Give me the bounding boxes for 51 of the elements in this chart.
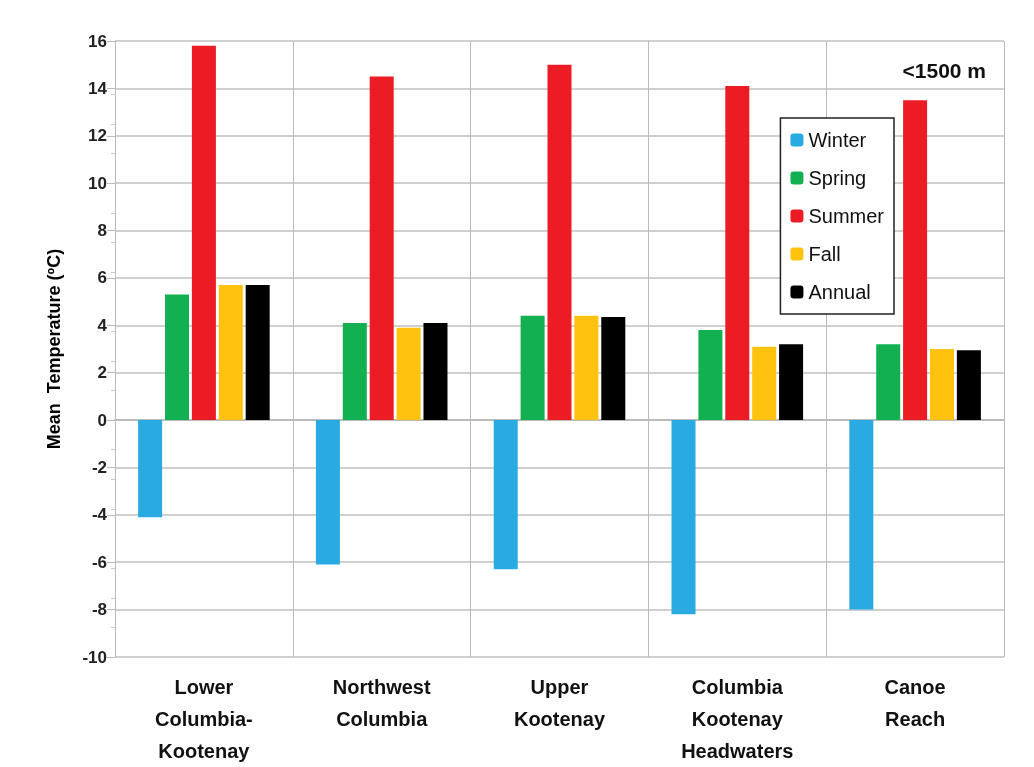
bar <box>876 344 901 421</box>
bar <box>956 350 981 421</box>
bar <box>671 420 696 615</box>
bar <box>725 86 750 421</box>
bar <box>138 420 163 518</box>
bar <box>493 420 518 570</box>
y-tick-label: 6 <box>97 268 107 288</box>
bar <box>698 330 723 421</box>
bar <box>396 327 421 421</box>
y-tick-label: 10 <box>88 173 107 193</box>
bar <box>342 322 367 421</box>
y-tick-label: -8 <box>91 600 107 620</box>
bar <box>191 45 216 421</box>
y-tick-label: -6 <box>91 552 107 572</box>
y-tick-label: -2 <box>91 457 107 477</box>
y-tick-label: 2 <box>97 363 107 383</box>
y-tick-label: -4 <box>91 505 108 525</box>
bar <box>849 420 874 610</box>
bar <box>423 322 448 421</box>
y-tick-label: 16 <box>88 31 107 51</box>
bar <box>574 315 599 421</box>
bar <box>929 349 954 421</box>
y-tick-label: 12 <box>88 126 107 146</box>
bar <box>903 100 928 421</box>
x-tick-label: Northwest Columbia <box>332 676 431 730</box>
x-tick-label: Canoe Reach <box>884 676 946 730</box>
bar <box>369 76 394 421</box>
bar <box>218 285 243 421</box>
bar <box>245 285 270 421</box>
bar <box>601 317 626 421</box>
y-tick-label: 0 <box>97 410 107 430</box>
bar <box>752 346 777 421</box>
x-tick-label: Lower Columbia-Kootenay <box>155 676 253 762</box>
bar <box>547 64 572 421</box>
legend-label: Summer <box>808 205 885 227</box>
legend-label: Winter <box>808 129 867 151</box>
bar <box>520 315 545 421</box>
y-tick-label: -10 <box>82 647 107 667</box>
y-tick-label: 4 <box>97 315 108 335</box>
legend-label: Fall <box>808 243 841 265</box>
x-tick-label: Columbia Kootenay Headwaters <box>681 676 794 762</box>
x-tick-label: Upper Kootenay <box>513 676 606 730</box>
y-tick-label: 8 <box>97 221 107 241</box>
legend-label: Spring <box>808 167 867 189</box>
y-axis-title: Mean Temperature (ºC) <box>44 248 64 450</box>
bar <box>779 344 804 421</box>
y-tick-label: 14 <box>88 78 108 98</box>
legend-label: Annual <box>808 281 871 303</box>
bar <box>315 420 340 565</box>
bar <box>165 294 190 421</box>
annotation: <1500 m <box>902 59 987 82</box>
